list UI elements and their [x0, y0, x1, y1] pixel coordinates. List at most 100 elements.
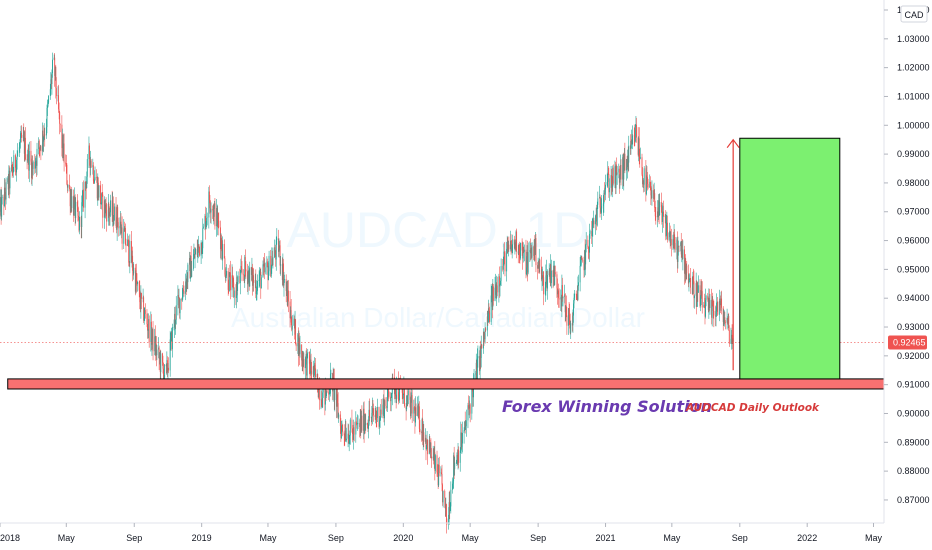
candle-body — [214, 203, 216, 227]
candle-body — [8, 170, 10, 189]
candle-body — [713, 310, 715, 316]
candle-body — [703, 304, 705, 308]
candle-body — [576, 295, 578, 300]
candle-body — [632, 135, 634, 145]
candle-body — [263, 263, 265, 266]
candle-body — [45, 127, 47, 136]
candle-body — [306, 353, 308, 376]
currency-button[interactable]: CAD — [900, 5, 928, 23]
candle-body — [496, 285, 498, 298]
candle-body — [279, 245, 281, 266]
candle-body — [666, 222, 668, 226]
candle-body — [566, 315, 568, 326]
candle-body — [63, 143, 65, 163]
candle-body — [174, 313, 176, 328]
time-tick-label: 2019 — [192, 533, 212, 543]
candle-body — [23, 134, 25, 137]
candle-body — [375, 413, 377, 418]
candle-body — [581, 259, 583, 261]
candle-body — [353, 427, 355, 440]
candle-body — [43, 134, 45, 138]
candle-body — [557, 290, 559, 295]
candle-body — [139, 302, 141, 309]
candle-body — [171, 332, 173, 350]
candle-body — [516, 231, 518, 252]
candle-body — [711, 300, 713, 318]
candle-body — [248, 270, 250, 275]
candle-body — [560, 297, 562, 307]
candle-body — [510, 240, 512, 248]
candle-body — [170, 338, 172, 340]
candle-body — [588, 247, 590, 253]
candle-body — [535, 238, 537, 266]
candle-body — [487, 316, 489, 323]
price-axis[interactable]: 0.87000 0.88000 0.89000 0.90000 0.91000 0.920… — [883, 0, 930, 523]
candle-body — [653, 190, 655, 199]
candle-body — [27, 159, 29, 161]
candle-body — [384, 400, 385, 419]
time-tick-label: 2018 — [0, 533, 20, 543]
candle-body — [143, 317, 145, 321]
candle-body — [270, 255, 272, 277]
candle-body — [204, 215, 206, 227]
candle-body — [356, 423, 358, 424]
candle-body — [144, 310, 146, 314]
candle-body — [84, 181, 86, 208]
candle-body — [116, 225, 118, 230]
candle-body — [635, 124, 637, 126]
candle-body — [728, 316, 730, 331]
support-zone[interactable] — [7, 378, 885, 390]
candle-body — [642, 174, 644, 185]
candle-body — [526, 267, 527, 275]
candle-body — [71, 196, 73, 209]
candle-body — [421, 432, 423, 433]
candle-body — [371, 408, 373, 413]
candle-body — [481, 344, 483, 349]
last-price-badge: 0.92465 — [888, 335, 927, 350]
candle-body — [441, 473, 443, 485]
candle-body — [228, 272, 230, 292]
candle-body — [534, 238, 536, 255]
candle-body — [5, 182, 7, 200]
candle-body — [705, 296, 707, 300]
candle-body — [94, 177, 96, 181]
candle-body — [422, 432, 424, 441]
candle-body — [82, 189, 84, 208]
time-axis[interactable]: 2018 May Sep 2019 May Sep 2020 May Sep 2021 May Sep… — [0, 522, 884, 543]
candle-body — [17, 151, 19, 157]
target-arrow[interactable] — [726, 138, 740, 371]
candle-body — [646, 175, 648, 178]
candle-body — [48, 95, 50, 103]
candle-body — [363, 408, 364, 431]
candle-body — [587, 247, 589, 248]
candle-body — [372, 408, 374, 409]
candle-body — [475, 362, 477, 374]
target-zone[interactable] — [739, 137, 841, 380]
candle-body — [631, 139, 633, 145]
candle-body — [279, 245, 281, 249]
candle-body — [489, 310, 490, 322]
candle-body — [538, 265, 540, 267]
candle-body — [54, 57, 56, 76]
candle-body — [175, 319, 177, 324]
candle-body — [484, 337, 485, 340]
candle-body — [599, 197, 600, 199]
candle-body — [570, 323, 572, 333]
candle-body — [109, 212, 111, 217]
candle-body — [722, 307, 724, 323]
candle-body — [666, 222, 668, 240]
candle-body — [614, 166, 616, 184]
candle-body — [264, 263, 266, 273]
candle-body — [452, 481, 454, 484]
candle-body — [106, 209, 108, 222]
time-tick-label: 2021 — [596, 533, 616, 543]
candle-body — [127, 239, 129, 241]
candle-body — [525, 249, 527, 275]
candle-body — [495, 284, 497, 298]
candle-body — [255, 291, 257, 295]
candle-body — [479, 346, 481, 372]
candle-body — [140, 292, 142, 299]
candle-body — [618, 168, 620, 173]
candle-body — [255, 280, 257, 295]
